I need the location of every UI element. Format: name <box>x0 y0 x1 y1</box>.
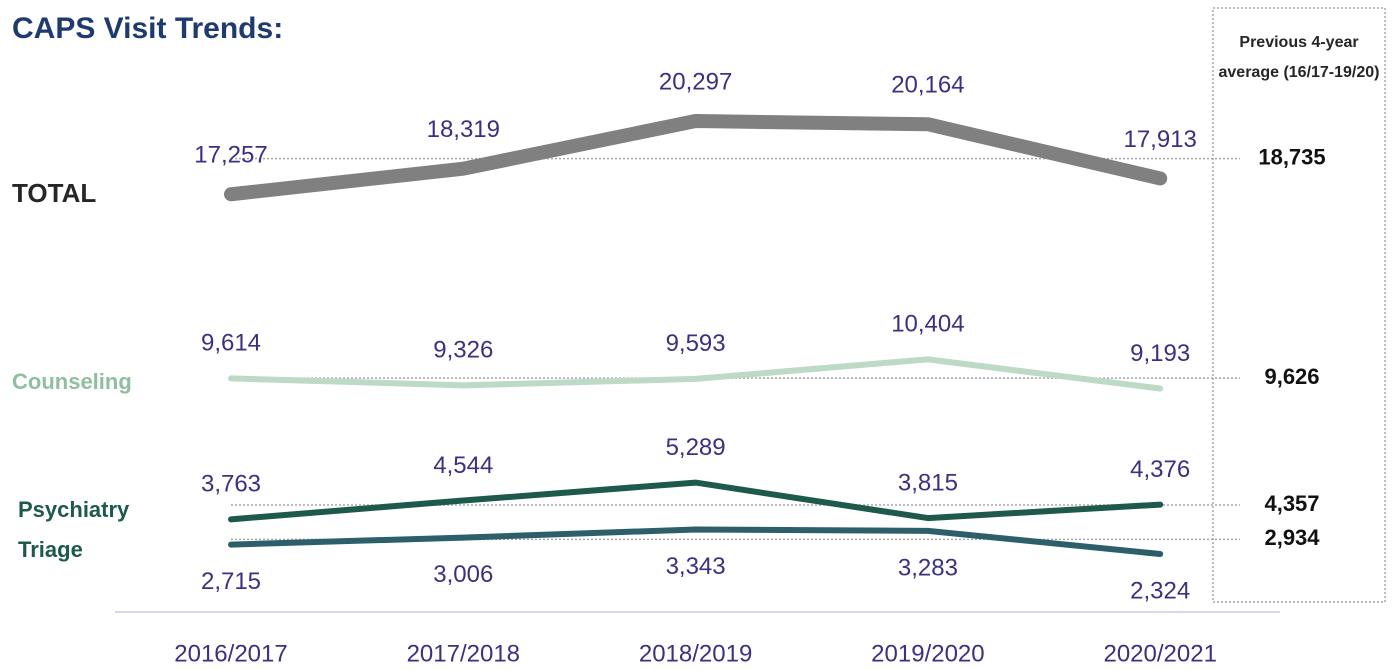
data-label: 9,193 <box>1130 340 1190 367</box>
series-name: Psychiatry <box>18 497 130 522</box>
average-label: 4,357 <box>1264 491 1319 516</box>
data-label: 5,289 <box>666 434 726 461</box>
x-tick-label: 2019/2020 <box>871 640 984 667</box>
data-label: 9,326 <box>433 337 493 364</box>
series-line <box>228 526 1164 558</box>
x-tick-label: 2017/2018 <box>407 640 520 667</box>
series-line <box>228 356 1164 392</box>
average-box <box>1212 7 1386 603</box>
data-label: 9,593 <box>666 330 726 357</box>
data-label: 3,815 <box>898 469 958 496</box>
data-label: 20,164 <box>891 72 964 99</box>
average-label: 9,626 <box>1264 364 1319 389</box>
data-label: 17,913 <box>1123 126 1196 153</box>
average-label: 18,735 <box>1258 144 1325 169</box>
series-name: Counseling <box>12 369 132 394</box>
data-label: 4,376 <box>1130 456 1190 483</box>
series-name: TOTAL <box>12 178 96 208</box>
data-label: 18,319 <box>427 116 500 143</box>
data-label: 2,324 <box>1130 577 1190 604</box>
data-label: 3,763 <box>201 471 261 498</box>
data-label: 9,614 <box>201 330 261 357</box>
data-label: 2,715 <box>201 568 261 595</box>
x-tick-label: 2018/2019 <box>639 640 752 667</box>
x-tick-label: 2016/2017 <box>174 640 287 667</box>
x-tick-label: 2020/2021 <box>1103 640 1216 667</box>
series-line <box>228 479 1164 523</box>
series-name: Triage <box>18 537 83 562</box>
chart-title: CAPS Visit Trends: <box>12 12 283 45</box>
data-label: 3,343 <box>666 553 726 580</box>
data-label: 3,283 <box>898 554 958 581</box>
data-label: 10,404 <box>891 311 964 338</box>
data-label: 4,544 <box>433 452 493 479</box>
average-title: Previous 4-year average (16/17-19/20) <box>1218 34 1380 81</box>
data-label: 20,297 <box>659 68 732 95</box>
series-line <box>224 114 1168 202</box>
average-label: 2,934 <box>1264 525 1320 550</box>
data-label: 3,006 <box>433 561 493 588</box>
data-label: 17,257 <box>194 142 267 169</box>
